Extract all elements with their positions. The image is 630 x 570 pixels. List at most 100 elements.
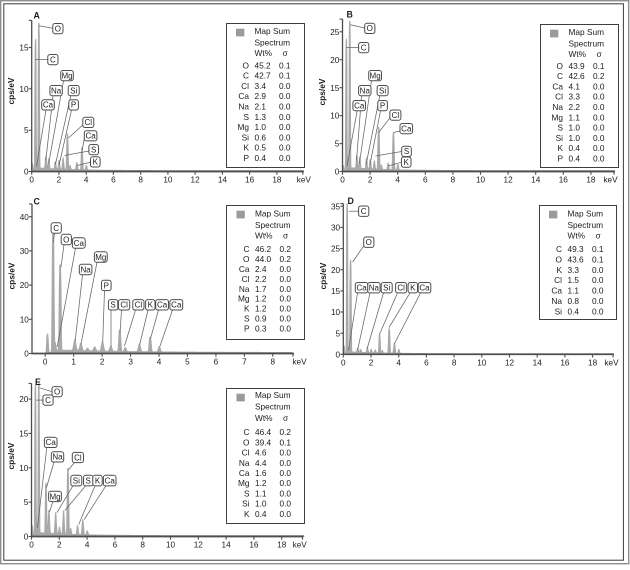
svg-text:5: 5 [185, 358, 190, 367]
svg-text:S: S [243, 112, 249, 122]
svg-text:Mg: Mg [95, 253, 106, 262]
svg-text:18: 18 [586, 176, 596, 185]
svg-text:8: 8 [452, 359, 457, 368]
svg-text:0.0: 0.0 [280, 274, 292, 284]
svg-text:C: C [361, 207, 367, 216]
svg-text:Cl: Cl [241, 81, 249, 91]
svg-text:0.0: 0.0 [280, 448, 292, 458]
svg-text:0.0: 0.0 [593, 154, 605, 164]
svg-text:0: 0 [335, 168, 340, 177]
svg-text:0.0: 0.0 [593, 143, 605, 153]
svg-text:7: 7 [242, 358, 247, 367]
svg-text:0: 0 [24, 350, 29, 359]
svg-text:1: 1 [71, 358, 76, 367]
svg-text:Ca: Ca [85, 132, 96, 141]
svg-text:P: P [557, 154, 563, 164]
svg-text:Si: Si [73, 477, 80, 486]
svg-text:0.0: 0.0 [280, 324, 292, 334]
svg-text:C: C [45, 396, 51, 405]
svg-text:Cl: Cl [392, 111, 400, 120]
svg-text:6: 6 [214, 358, 219, 367]
svg-text:4: 4 [396, 359, 401, 368]
svg-text:4: 4 [395, 176, 400, 185]
svg-text:8: 8 [271, 358, 276, 367]
svg-text:0.0: 0.0 [280, 264, 292, 274]
svg-text:C: C [244, 427, 250, 437]
svg-text:8: 8 [138, 176, 143, 185]
svg-text:C: C [361, 43, 367, 52]
svg-text:46.2: 46.2 [255, 244, 272, 254]
svg-text:K: K [404, 158, 410, 167]
svg-text:Map Sum: Map Sum [255, 209, 291, 219]
svg-text:Si: Si [242, 132, 250, 142]
svg-text:O: O [557, 61, 564, 71]
svg-text:Na: Na [80, 265, 91, 274]
svg-text:1.1: 1.1 [569, 112, 581, 122]
svg-text:10: 10 [19, 85, 29, 94]
svg-text:O: O [54, 388, 60, 397]
svg-text:4.4: 4.4 [255, 458, 267, 468]
svg-text:6: 6 [423, 176, 428, 185]
svg-text:10: 10 [331, 308, 341, 317]
svg-text:15: 15 [19, 44, 29, 53]
svg-text:cps/eV: cps/eV [6, 442, 16, 469]
svg-text:14: 14 [533, 359, 543, 368]
svg-text:0: 0 [336, 350, 341, 359]
svg-text:1.5: 1.5 [568, 275, 580, 285]
svg-text:0.9: 0.9 [255, 314, 267, 324]
svg-text:0.0: 0.0 [279, 143, 291, 153]
svg-text:K: K [244, 509, 250, 519]
svg-text:Ca: Ca [105, 477, 116, 486]
svg-text:0.0: 0.0 [280, 509, 292, 519]
svg-text:0.0: 0.0 [280, 458, 292, 468]
svg-text:P: P [380, 101, 385, 110]
svg-text:Mg: Mg [551, 112, 563, 122]
svg-text:keV: keV [297, 176, 312, 185]
svg-text:10: 10 [477, 359, 487, 368]
svg-text:2.2: 2.2 [569, 102, 581, 112]
svg-text:0.4: 0.4 [568, 306, 580, 316]
svg-text:Cl: Cl [242, 274, 250, 284]
svg-text:Wt%: Wt% [255, 230, 273, 240]
svg-text:Ca: Ca [356, 284, 367, 293]
svg-text:Mg: Mg [238, 478, 250, 488]
svg-text:0.8: 0.8 [568, 296, 580, 306]
svg-text:1.0: 1.0 [569, 123, 581, 133]
svg-text:O: O [366, 238, 372, 247]
svg-text:S: S [110, 301, 115, 310]
svg-text:0.0: 0.0 [280, 314, 292, 324]
svg-text:0: 0 [43, 358, 48, 367]
svg-text:C: C [557, 71, 563, 81]
svg-text:C: C [34, 197, 41, 207]
svg-text:42.7: 42.7 [255, 71, 272, 81]
svg-text:keV: keV [292, 358, 307, 367]
svg-text:K: K [148, 301, 154, 310]
svg-text:Ca: Ca [43, 101, 54, 110]
svg-text:S: S [557, 123, 563, 133]
svg-text:4: 4 [157, 358, 162, 367]
svg-text:σ: σ [597, 49, 602, 59]
svg-text:0.0: 0.0 [279, 102, 291, 112]
svg-text:15: 15 [19, 430, 29, 439]
svg-text:Ca: Ca [239, 264, 250, 274]
svg-text:2: 2 [368, 176, 373, 185]
svg-text:0: 0 [340, 176, 345, 185]
svg-text:keV: keV [604, 359, 619, 368]
svg-text:σ: σ [283, 48, 288, 58]
svg-text:Mg: Mg [238, 294, 250, 304]
svg-text:20: 20 [331, 266, 341, 275]
svg-text:1.1: 1.1 [255, 488, 267, 498]
svg-text:39.4: 39.4 [255, 437, 272, 447]
svg-text:P: P [71, 101, 76, 110]
svg-text:K: K [410, 284, 416, 293]
svg-text:Na: Na [552, 102, 563, 112]
svg-text:C: C [243, 71, 249, 81]
svg-text:1.0: 1.0 [569, 133, 581, 143]
svg-text:43.6: 43.6 [568, 254, 585, 264]
svg-text:K: K [244, 304, 250, 314]
svg-text:Na: Na [238, 102, 249, 112]
svg-text:Cl: Cl [74, 453, 82, 462]
svg-text:Cl: Cl [120, 301, 128, 310]
svg-text:0.0: 0.0 [280, 294, 292, 304]
svg-text:6: 6 [111, 176, 116, 185]
